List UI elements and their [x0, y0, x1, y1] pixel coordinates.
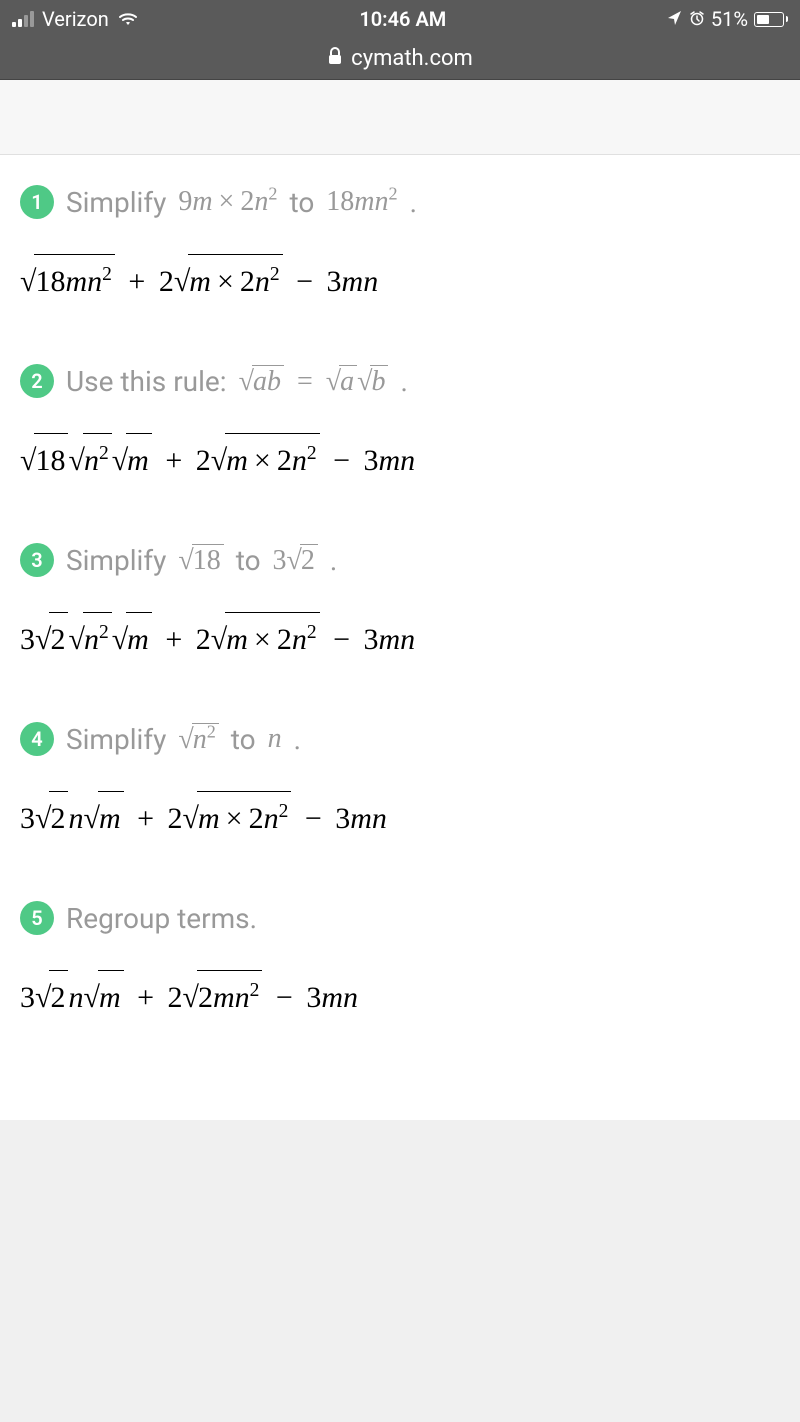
carrier-label: Verizon — [42, 7, 109, 31]
step-badge: 2 — [20, 364, 54, 398]
step-1-header: 1 Simplify 9m×2n2 to 18mn2. — [20, 185, 780, 219]
battery-icon — [754, 12, 788, 27]
step-label-suffix: . — [294, 723, 301, 756]
step-label-text: to — [289, 186, 314, 219]
step-3-header: 3 Simplify √18 to 3√2. — [20, 543, 780, 577]
step-label-text: to — [236, 544, 261, 577]
step-badge: 1 — [20, 185, 54, 219]
step-label-text: Simplify — [66, 186, 166, 219]
step-label-text: Simplify — [66, 544, 166, 577]
solution-content: 1 Simplify 9m×2n2 to 18mn2. √18mn2 + 2√m… — [0, 155, 800, 1120]
step-label-suffix: . — [400, 365, 407, 398]
status-time: 10:46 AM — [359, 7, 446, 31]
step-4-expression: 3√2n√m + 2√m×2n2 − 3mn — [20, 791, 780, 846]
status-bar: Verizon 10:46 AM 51% — [0, 0, 800, 38]
step-5: 5 Regroup terms. 3√2n√m + 2√2mn2 − 3mn — [20, 901, 780, 1025]
step-label-text: Simplify — [66, 723, 166, 756]
step-label-math: √n2 — [178, 723, 218, 756]
step-label-text: Use this rule: — [66, 365, 227, 398]
wifi-icon — [117, 11, 139, 27]
step-5-expression: 3√2n√m + 2√2mn2 − 3mn — [20, 970, 780, 1025]
step-label-math: 18mn2 — [326, 186, 397, 218]
step-2-expression: √18√n2√m + 2√m×2n2 − 3mn — [20, 433, 780, 488]
lock-icon — [327, 46, 343, 71]
step-label-text: Regroup terms. — [66, 902, 257, 935]
location-icon — [667, 7, 683, 31]
step-1-expression: √18mn2 + 2√m×2n2 − 3mn — [20, 254, 780, 309]
browser-url-bar[interactable]: cymath.com — [0, 38, 800, 80]
step-label-suffix: . — [330, 544, 337, 577]
status-left: Verizon — [12, 7, 139, 31]
step-label-math: n — [268, 723, 282, 755]
step-label-math: 9m×2n2 — [178, 186, 277, 218]
step-5-header: 5 Regroup terms. — [20, 901, 780, 935]
signal-icon — [12, 11, 34, 27]
alarm-icon — [689, 7, 705, 31]
battery-percent: 51% — [711, 7, 748, 31]
step-label-math: 3√2 — [273, 544, 318, 577]
step-badge: 3 — [20, 543, 54, 577]
step-4: 4 Simplify √n2 to n. 3√2n√m + 2√m×2n2 − … — [20, 722, 780, 846]
step-label-math: √18 — [178, 544, 223, 577]
step-label-math: √ab = √a√b — [239, 365, 389, 398]
page-header-blank — [0, 80, 800, 155]
step-3: 3 Simplify √18 to 3√2. 3√2√n2√m + 2√m×2n… — [20, 543, 780, 667]
step-4-header: 4 Simplify √n2 to n. — [20, 722, 780, 756]
step-2: 2 Use this rule: √ab = √a√b. √18√n2√m + … — [20, 364, 780, 488]
step-1: 1 Simplify 9m×2n2 to 18mn2. √18mn2 + 2√m… — [20, 185, 780, 309]
step-3-expression: 3√2√n2√m + 2√m×2n2 − 3mn — [20, 612, 780, 667]
step-label-text: to — [231, 723, 256, 756]
step-2-header: 2 Use this rule: √ab = √a√b. — [20, 364, 780, 398]
step-label-suffix: . — [410, 186, 417, 219]
url-text: cymath.com — [351, 46, 473, 71]
step-badge: 4 — [20, 722, 54, 756]
step-badge: 5 — [20, 901, 54, 935]
status-right: 51% — [667, 7, 788, 31]
